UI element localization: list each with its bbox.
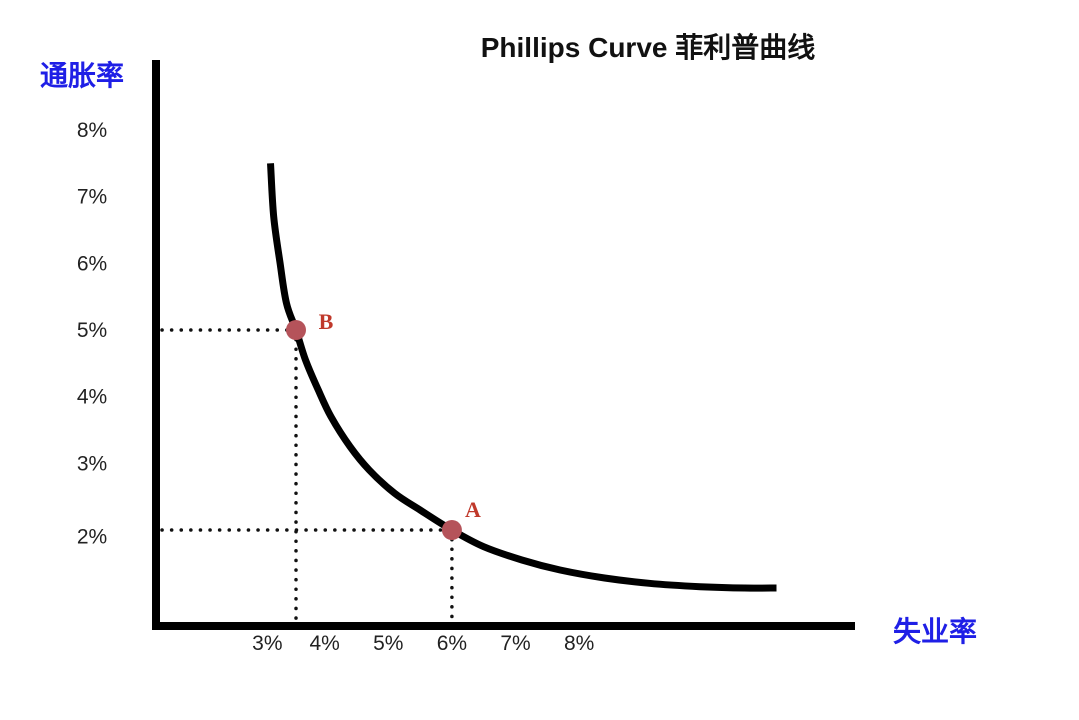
x-axis-label: 失业率 [893,615,977,648]
chart-title: Phillips Curve 菲利普曲线 [481,32,816,63]
y-tick-label: 8% [77,119,107,142]
x-tick-label: 7% [500,632,530,655]
point-b-label: B [319,309,334,334]
y-tick-labels: 8% 7% 6% 5% 4% 3% 2% [77,119,107,549]
phillips-curve-line [267,163,777,592]
point-b-marker [286,320,306,340]
x-tick-labels: 3% 4% 5% 6% 7% 8% [252,632,594,655]
y-tick-label: 3% [77,452,107,475]
x-tick-label: 3% [252,632,282,655]
y-axis-label: 通胀率 [40,59,124,92]
y-tick-label: 7% [77,186,107,209]
guide-lines [160,328,454,622]
x-tick-label: 5% [373,632,403,655]
highlighted-points: AB [286,309,481,540]
y-tick-label: 6% [77,252,107,275]
x-tick-label: 4% [309,632,339,655]
point-a-label: A [465,497,481,522]
y-tick-label: 5% [77,319,107,342]
x-tick-label: 6% [437,632,467,655]
y-tick-label: 4% [77,386,107,409]
y-tick-label: 2% [77,526,107,549]
x-tick-label: 8% [564,632,594,655]
point-a-marker [441,520,462,540]
